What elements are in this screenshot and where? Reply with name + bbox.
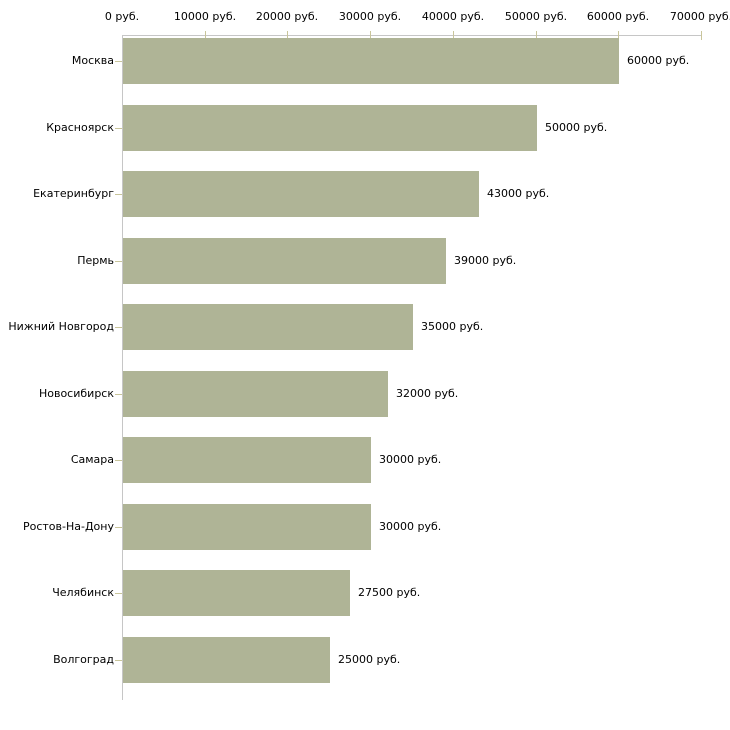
x-axis-tick-label: 20000 руб. bbox=[255, 10, 319, 23]
category-label: Челябинск bbox=[52, 586, 114, 599]
y-axis-tick bbox=[115, 593, 122, 594]
x-axis-tick-label: 10000 руб. bbox=[173, 10, 237, 23]
bar-6 bbox=[123, 371, 388, 417]
value-label: 43000 руб. bbox=[487, 187, 550, 200]
x-axis-tick-label: 30000 руб. bbox=[338, 10, 402, 23]
y-axis-tick bbox=[115, 527, 122, 528]
value-label: 39000 руб. bbox=[454, 254, 517, 267]
category-label: Красноярск bbox=[46, 121, 114, 134]
category-label: Ростов-На-Дону bbox=[22, 520, 114, 533]
y-axis-tick bbox=[115, 61, 122, 62]
bar-5 bbox=[123, 304, 413, 350]
y-axis-tick bbox=[115, 261, 122, 262]
bar-4 bbox=[123, 238, 446, 284]
x-axis-line bbox=[122, 35, 701, 36]
value-label: 30000 руб. bbox=[379, 453, 442, 466]
x-axis-tick-label: 60000 руб. bbox=[586, 10, 650, 23]
bar-3 bbox=[123, 171, 479, 217]
category-label: Екатеринбург bbox=[33, 187, 114, 200]
y-axis-line bbox=[122, 35, 123, 700]
y-axis-tick bbox=[115, 194, 122, 195]
value-label: 30000 руб. bbox=[379, 520, 442, 533]
x-axis-tick bbox=[287, 31, 288, 40]
category-label: Москва bbox=[71, 54, 114, 67]
category-label: Пермь bbox=[77, 254, 114, 267]
bar-9 bbox=[123, 570, 350, 616]
category-label: Новосибирск bbox=[38, 387, 114, 400]
value-label: 25000 руб. bbox=[338, 653, 401, 666]
x-axis-tick-label: 0 руб. bbox=[104, 10, 140, 23]
bar-1 bbox=[123, 38, 619, 84]
category-label: Волгоград bbox=[53, 653, 114, 666]
category-label: Нижний Новгород bbox=[8, 320, 114, 333]
category-label: Самара bbox=[70, 453, 114, 466]
y-axis-tick bbox=[115, 128, 122, 129]
bar-7 bbox=[123, 437, 371, 483]
value-label: 32000 руб. bbox=[396, 387, 459, 400]
y-axis-tick bbox=[115, 460, 122, 461]
bar-10 bbox=[123, 637, 330, 683]
x-axis-tick bbox=[205, 31, 206, 40]
bar-2 bbox=[123, 105, 537, 151]
y-axis-tick bbox=[115, 394, 122, 395]
y-axis-tick bbox=[115, 660, 122, 661]
x-axis-tick bbox=[701, 31, 702, 40]
x-axis-tick bbox=[370, 31, 371, 40]
y-axis-tick bbox=[115, 327, 122, 328]
x-axis-tick bbox=[618, 31, 619, 40]
value-label: 50000 руб. bbox=[545, 121, 608, 134]
value-label: 27500 руб. bbox=[358, 586, 421, 599]
x-axis-tick-label: 50000 руб. bbox=[504, 10, 568, 23]
bar-8 bbox=[123, 504, 371, 550]
value-label: 60000 руб. bbox=[627, 54, 690, 67]
value-label: 35000 руб. bbox=[421, 320, 484, 333]
x-axis-tick-label: 40000 руб. bbox=[421, 10, 485, 23]
x-axis-tick-label: 70000 руб. bbox=[669, 10, 730, 23]
x-axis-tick bbox=[453, 31, 454, 40]
x-axis-tick bbox=[536, 31, 537, 40]
